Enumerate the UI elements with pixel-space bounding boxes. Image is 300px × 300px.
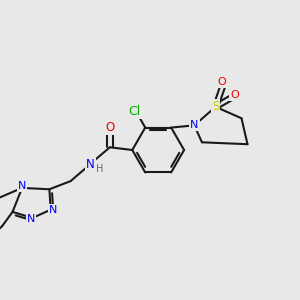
Text: O: O [230,90,239,100]
Text: N: N [190,120,199,130]
Text: N: N [86,158,94,171]
Text: N: N [18,181,26,191]
Text: N: N [49,205,57,215]
Text: S: S [212,100,219,113]
Text: O: O [218,77,226,87]
Text: Cl: Cl [129,105,141,118]
Text: O: O [105,121,115,134]
Text: H: H [96,164,103,174]
Text: N: N [27,214,35,224]
